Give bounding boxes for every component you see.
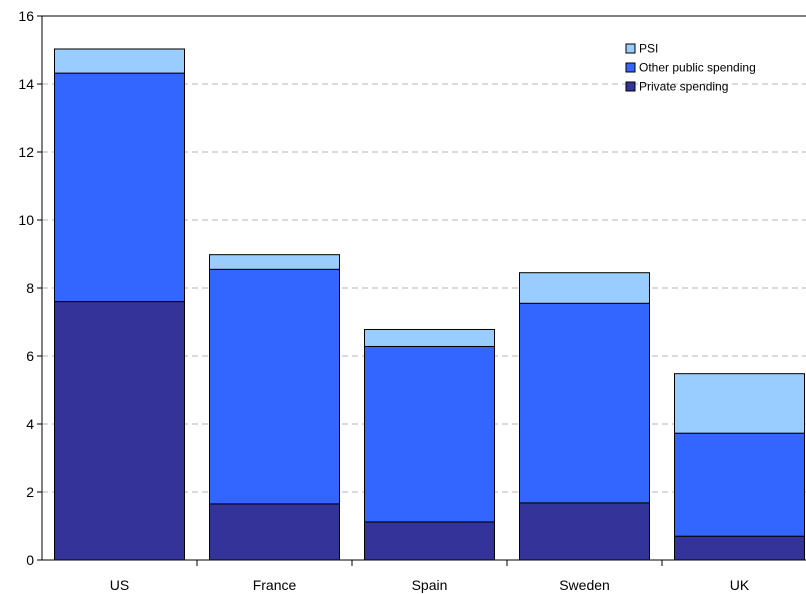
legend-label: Other public spending [639,61,756,75]
y-tick-label: 4 [26,416,34,432]
bar-segment [364,521,495,561]
x-tick-label: France [253,577,297,593]
bar-segment [364,328,495,347]
y-tick-label: 12 [18,144,34,160]
bar-segment [209,503,340,561]
bar-segment [209,268,340,505]
legend: PSI Other public spending Private spending [625,42,756,94]
legend-label: PSI [639,42,658,56]
y-tick-label: 6 [26,348,34,364]
x-tick-label: US [110,577,129,593]
bar-segment [209,254,340,270]
bar-segment [54,72,185,303]
y-tick-label: 0 [26,552,34,568]
bar-segment [364,345,495,523]
legend-swatch [625,62,636,73]
x-tick-label: Spain [412,577,448,593]
y-tick-label: 14 [18,76,34,92]
y-tick-label: 8 [26,280,34,296]
y-tick-label: 2 [26,484,34,500]
legend-label: Private spending [639,80,728,94]
bar-segment [519,302,650,504]
x-tick-label: UK [730,577,750,593]
bars [54,48,805,561]
y-tick-label: 10 [18,212,34,228]
axes: 0 2 4 6 8 10 12 14 16 US France Spain Sweden UK [18,8,806,593]
x-tick-label: Sweden [559,577,610,593]
bar-segment [54,48,185,74]
legend-swatch [625,43,636,54]
bar-segment [519,502,650,561]
bar-segment [674,535,805,561]
bar-segment [674,432,805,537]
y-tick-label: 16 [18,8,34,24]
legend-swatch [625,81,636,92]
bar-segment [54,301,185,561]
bar-segment [519,272,650,304]
bar-segment [674,373,805,434]
